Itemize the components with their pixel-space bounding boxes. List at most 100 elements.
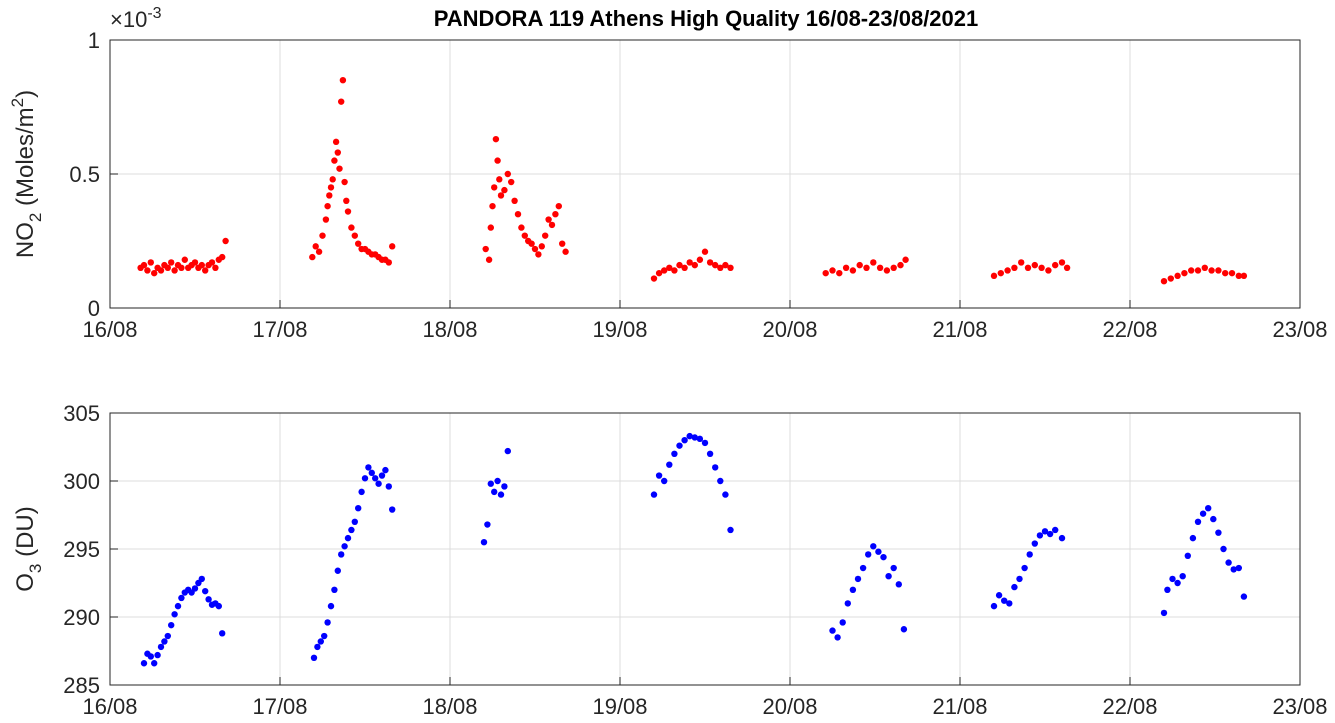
data-point	[706, 259, 714, 266]
data-point	[140, 660, 148, 667]
data-point	[508, 178, 515, 186]
data-point	[562, 248, 569, 255]
y-axis-label: NO2 (Moles/m2)	[8, 90, 45, 258]
data-point	[168, 621, 175, 629]
data-point	[504, 447, 511, 455]
data-point	[511, 197, 518, 204]
x-tick-label: 19/08	[592, 317, 647, 342]
data-point	[219, 253, 226, 261]
x-tick-label: 20/08	[762, 317, 817, 342]
data-point	[501, 186, 508, 194]
data-point	[351, 232, 358, 239]
data-point	[1052, 526, 1059, 534]
data-point	[870, 259, 877, 266]
data-point	[902, 256, 909, 263]
data-point	[1024, 264, 1032, 271]
ylabel-rest: (Moles/m	[12, 107, 39, 212]
data-point	[995, 592, 1003, 599]
data-point	[219, 630, 226, 637]
data-point	[480, 539, 488, 546]
data-point	[208, 259, 216, 266]
x-tick-label: 23/08	[1272, 694, 1327, 719]
ylabel-main: O	[12, 573, 39, 592]
data-point	[497, 491, 505, 498]
data-point	[324, 202, 331, 210]
data-point	[344, 208, 352, 215]
data-point	[151, 660, 158, 667]
data-point	[1199, 510, 1207, 517]
data-point	[147, 653, 154, 660]
data-point	[191, 259, 199, 266]
data-point	[671, 267, 678, 274]
data-point	[310, 654, 318, 661]
data-point	[144, 267, 151, 274]
data-point	[555, 202, 562, 210]
data-point	[487, 224, 494, 231]
ylabel-main: NO	[12, 222, 39, 258]
data-point	[1201, 264, 1209, 271]
data-point	[154, 651, 161, 659]
data-point	[900, 626, 908, 633]
data-point	[331, 586, 338, 593]
data-point	[1001, 597, 1008, 604]
y-tick-label: 305	[63, 401, 100, 426]
data-point	[389, 506, 396, 513]
ylabel-sup: 2	[8, 98, 27, 107]
y-tick-label: 290	[63, 605, 100, 630]
data-point	[1222, 269, 1229, 277]
data-point	[331, 157, 338, 164]
data-point	[1031, 540, 1039, 547]
data-point	[691, 261, 698, 269]
data-point	[343, 197, 350, 204]
data-point	[151, 269, 158, 277]
data-point	[1210, 515, 1217, 523]
data-point	[487, 480, 494, 487]
data-point	[885, 573, 892, 580]
x-tick-label: 19/08	[592, 694, 647, 719]
data-point	[1058, 534, 1066, 542]
data-point	[205, 596, 212, 603]
x-tick-label: 23/08	[1272, 317, 1327, 342]
x-tick-label: 22/08	[1102, 317, 1157, 342]
data-point	[842, 264, 850, 271]
x-tick-label: 17/08	[252, 694, 307, 719]
data-point	[1052, 261, 1059, 269]
data-point	[168, 259, 175, 266]
data-point	[171, 611, 178, 618]
x-tick-label: 22/08	[1102, 694, 1157, 719]
data-point	[1063, 264, 1071, 271]
data-point	[161, 638, 168, 645]
data-point	[1235, 564, 1243, 572]
data-point	[1045, 267, 1052, 274]
data-point	[334, 567, 341, 574]
data-point	[1215, 267, 1222, 274]
data-point	[321, 632, 328, 640]
data-point	[822, 269, 829, 277]
data-point	[661, 477, 668, 485]
data-point	[312, 243, 319, 250]
data-point	[676, 261, 683, 269]
data-point	[895, 581, 902, 588]
data-point	[1021, 564, 1028, 572]
data-point	[559, 240, 566, 247]
data-point	[844, 600, 851, 607]
data-point	[829, 267, 836, 274]
data-point	[870, 543, 877, 550]
ylabel-close: )	[12, 90, 39, 98]
data-point	[666, 461, 673, 468]
data-point	[324, 619, 331, 626]
data-point	[1208, 267, 1215, 274]
data-point	[686, 432, 693, 440]
data-point	[215, 602, 222, 610]
data-point	[1235, 272, 1243, 280]
data-point	[849, 586, 857, 593]
x-tick-label: 17/08	[252, 317, 307, 342]
data-point	[494, 477, 501, 485]
data-point	[1164, 586, 1171, 593]
data-point	[859, 564, 867, 572]
data-point	[319, 232, 326, 239]
data-point	[1026, 551, 1033, 558]
y-tick-label: 285	[63, 673, 100, 698]
data-point	[309, 253, 316, 261]
data-point	[326, 192, 333, 199]
